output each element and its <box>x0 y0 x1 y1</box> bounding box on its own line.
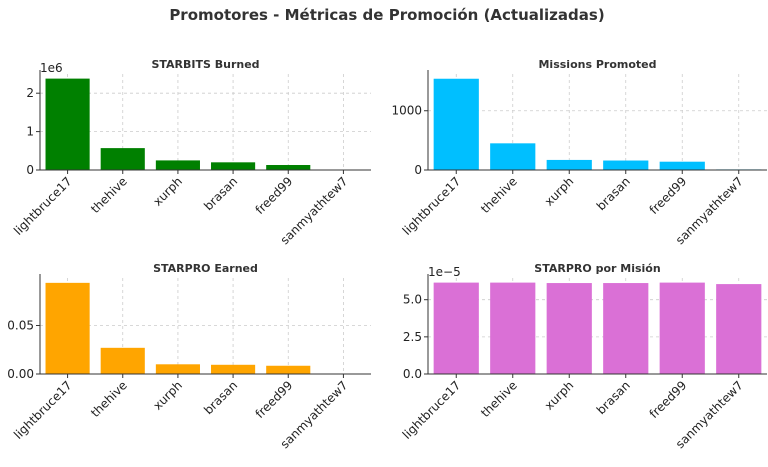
bar-brasan <box>211 365 255 374</box>
bar-xurph <box>547 160 592 170</box>
x-tick-label: brasan <box>201 174 240 213</box>
y-tick-label: 0 <box>26 163 34 177</box>
bar-freed99 <box>660 162 705 170</box>
y-tick-label: 1000 <box>391 104 422 118</box>
bar-thehive <box>101 148 145 170</box>
bar-xurph <box>156 160 200 170</box>
x-tick-label: xurph <box>542 174 577 209</box>
bar-thehive <box>101 348 145 374</box>
chart-panel-3: 0.00 0.05 lightbruce17 thehive xurph brasan fr… <box>7 262 371 451</box>
x-tick-label: thehive <box>88 174 130 216</box>
x-tick-label: freed99 <box>647 378 690 421</box>
bar-xurph <box>156 364 200 374</box>
y-tick-label: 0.0 <box>403 367 422 381</box>
x-tick-label: thehive <box>88 378 130 420</box>
bar-lightbruce17 <box>434 283 479 374</box>
x-tick-label: brasan <box>201 378 240 417</box>
bar-lightbruce17 <box>46 283 90 374</box>
panel-title: STARPRO Earned <box>153 262 258 275</box>
y-tick-label: 1 <box>26 125 34 139</box>
y-tick-label: 0.05 <box>7 319 34 333</box>
bar-lightbruce17 <box>434 79 479 170</box>
panel-title: STARBITS Burned <box>151 58 259 71</box>
x-tick-label: thehive <box>478 174 520 216</box>
chart-panel-2: 0 1000 lightbruce17 thehive xurph brasan freed… <box>391 58 767 247</box>
bar-brasan <box>603 283 648 374</box>
bar-freed99 <box>266 366 310 374</box>
x-tick-label: lightbruce17 <box>400 174 464 238</box>
y-tick-label: 2 <box>26 86 34 100</box>
x-tick-label: freed99 <box>253 378 296 421</box>
x-tick-label: freed99 <box>253 174 296 217</box>
bar-lightbruce17 <box>46 79 90 170</box>
bar-thehive <box>490 143 535 170</box>
x-tick-label: xurph <box>150 378 185 413</box>
bar-brasan <box>211 162 255 170</box>
x-tick-label: brasan <box>594 174 633 213</box>
bar-xurph <box>547 283 592 374</box>
bar-freed99 <box>266 165 310 170</box>
x-tick-label: freed99 <box>647 174 690 217</box>
x-tick-label: brasan <box>594 378 633 417</box>
panel-title: Missions Promoted <box>538 58 656 71</box>
y-tick-label: 2.5 <box>403 330 422 344</box>
bar-sanmyathtew7 <box>716 284 761 374</box>
bar-freed99 <box>660 283 705 374</box>
axis-offset-label: 1e6 <box>40 61 63 75</box>
x-tick-label: xurph <box>150 174 185 209</box>
x-tick-label: thehive <box>478 378 520 420</box>
axis-offset-label: 1e−5 <box>428 265 461 279</box>
x-tick-label: lightbruce17 <box>400 378 464 442</box>
y-tick-label: 5.0 <box>403 293 422 307</box>
bar-brasan <box>603 161 648 170</box>
y-tick-label: 0.00 <box>7 367 34 381</box>
panel-title: STARPRO por Misión <box>534 262 660 275</box>
chart-panel-1: 0 1 2 lightbruce17 thehive xurph brasan freed99… <box>11 58 371 247</box>
x-tick-label: lightbruce17 <box>11 174 75 238</box>
y-tick-label: 0 <box>414 163 422 177</box>
x-tick-label: xurph <box>542 378 577 413</box>
x-tick-label: lightbruce17 <box>11 378 75 442</box>
bar-thehive <box>490 283 535 374</box>
figure-title: Promotores - Métricas de Promoción (Actu… <box>169 6 604 24</box>
